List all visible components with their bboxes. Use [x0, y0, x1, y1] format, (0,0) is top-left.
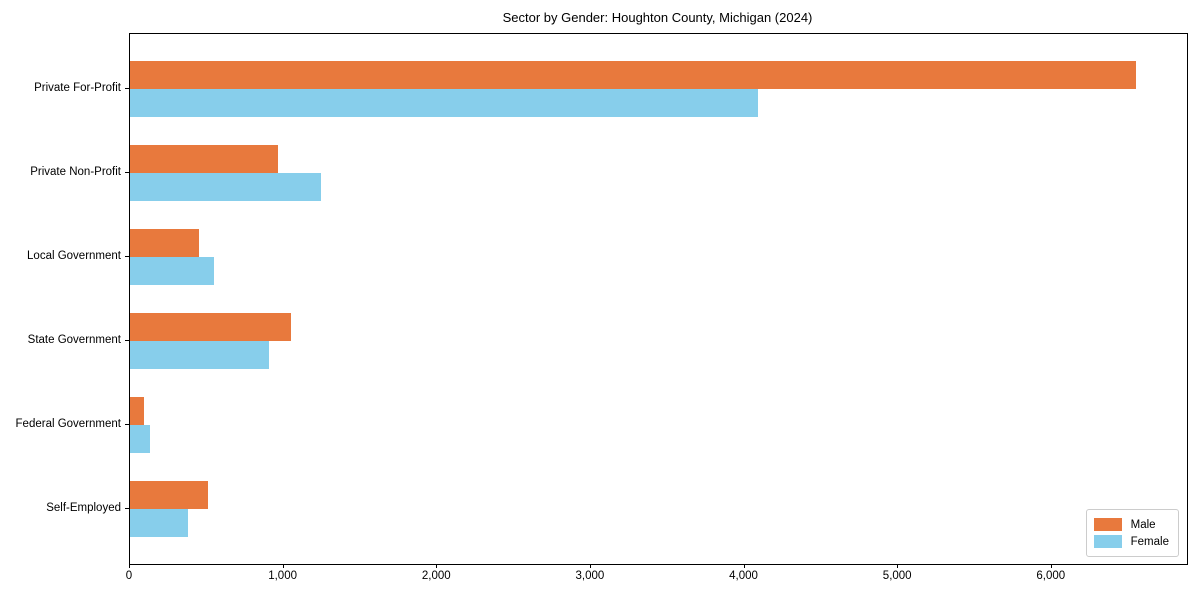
y-tick-private-for-profit — [125, 87, 129, 89]
x-axis-label-2-000: 2,000 — [421, 570, 451, 582]
x-axis-label-4-000: 4,000 — [729, 570, 758, 582]
bar-female-state-government — [130, 340, 269, 369]
legend-row-male: Male — [1093, 516, 1169, 533]
x-axis-label-1-000: 1,000 — [268, 570, 297, 582]
x-tick-0 — [129, 564, 130, 568]
y-axis-label-state-government: State Government — [27, 333, 121, 346]
legend-label-male: Male — [1130, 518, 1156, 531]
bar-male-private-non-profit — [130, 144, 278, 173]
bar-male-state-government — [130, 312, 292, 341]
y-axis-label-self-employed: Self-Employed — [46, 501, 121, 514]
legend-label-female: Female — [1130, 535, 1169, 548]
y-axis-label-private-non-profit: Private Non-Profit — [30, 165, 121, 178]
y-tick-self-employed — [125, 507, 129, 509]
y-axis-label-private-for-profit: Private For-Profit — [34, 81, 121, 94]
bar-female-self-employed — [130, 508, 189, 537]
x-tick-3-000 — [589, 564, 591, 568]
legend-swatch-female — [1093, 535, 1122, 548]
bar-male-federal-government — [130, 396, 144, 425]
legend: Male Female — [1085, 509, 1179, 557]
x-axis-label-5-000: 5,000 — [882, 570, 912, 582]
x-tick-1-000 — [282, 564, 284, 568]
x-tick-6-000 — [1050, 564, 1052, 568]
y-tick-federal-government — [125, 423, 129, 425]
bar-male-local-government — [130, 228, 200, 257]
bar-female-federal-government — [130, 424, 150, 453]
y-tick-local-government — [125, 255, 129, 257]
legend-row-female: Female — [1093, 533, 1169, 550]
bar-female-local-government — [130, 256, 214, 285]
legend-swatch-male — [1093, 518, 1122, 531]
bar-male-self-employed — [130, 480, 209, 509]
x-tick-5-000 — [897, 564, 899, 568]
bar-female-private-for-profit — [130, 88, 759, 117]
x-axis-label-3-000: 3,000 — [575, 570, 605, 582]
plot-area: Male Female — [129, 33, 1188, 565]
y-tick-state-government — [125, 339, 129, 341]
bar-male-private-for-profit — [130, 60, 1137, 89]
x-axis-label-0: 0 — [125, 570, 133, 582]
y-axis-label-local-government: Local Government — [27, 249, 121, 262]
bar-female-private-non-profit — [130, 172, 322, 201]
x-tick-4-000 — [743, 564, 745, 568]
y-axis-label-federal-government: Federal Government — [15, 417, 121, 430]
y-tick-private-non-profit — [125, 171, 129, 173]
x-tick-2-000 — [436, 564, 438, 568]
x-axis-label-6-000: 6,000 — [1036, 570, 1066, 582]
chart-title: Sector by Gender: Houghton County, Michi… — [502, 10, 813, 25]
